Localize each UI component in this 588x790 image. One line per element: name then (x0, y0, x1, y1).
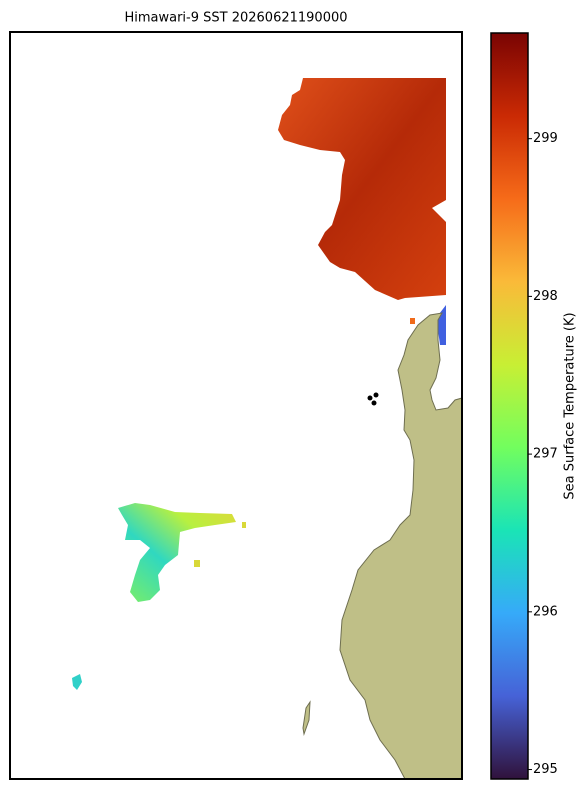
colorbar-tick-label: 295 (533, 762, 558, 777)
map-title: Himawari-9 SST 20260621190000 (124, 11, 347, 26)
colorbar-gradient (490, 32, 529, 780)
sst-speck (194, 560, 200, 567)
colorbar-tick-label: 296 (533, 604, 558, 619)
islets (367, 392, 379, 406)
land (339, 312, 463, 780)
colorbar: 295 296 297 298 299 (490, 32, 558, 780)
colorbar-tick-label: 298 (533, 289, 558, 304)
sst-warm-region (278, 78, 446, 300)
colorbar-tick-label: 297 (533, 447, 558, 462)
sst-speck (72, 674, 82, 690)
colorbar-label: Sea Surface Temperature (K) (563, 312, 578, 499)
island (302, 700, 311, 736)
map-frame (9, 31, 463, 780)
sst-speck (242, 522, 246, 528)
sst-cool-region (118, 503, 236, 602)
map-area (9, 31, 463, 780)
colorbar-tick-label: 299 (533, 131, 558, 146)
sst-speck (410, 318, 415, 324)
